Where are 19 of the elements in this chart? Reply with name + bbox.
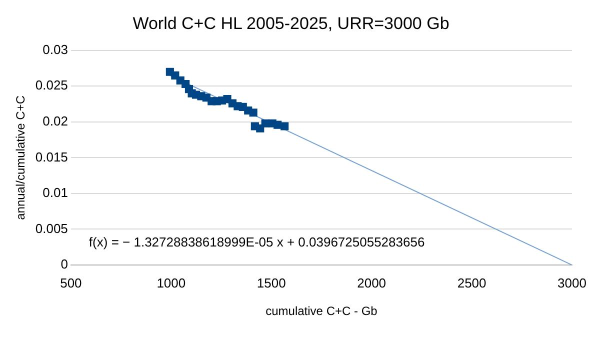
x-tick-label: 1500 xyxy=(256,275,286,290)
y-tick-label: 0.01 xyxy=(42,185,68,200)
x-tick-label: 1000 xyxy=(156,275,186,290)
y-tick-label: 0.03 xyxy=(42,42,68,57)
y-tick-label: 0.02 xyxy=(42,114,68,129)
point xyxy=(280,122,289,130)
y-axis-title: annual/cumulative C+C xyxy=(14,95,28,220)
y-tick-label: 0.025 xyxy=(35,78,68,93)
x-axis-title: cumulative C+C - Gb xyxy=(266,304,378,318)
chart-title: World C+C HL 2005-2025, URR=3000 Gb xyxy=(132,14,450,33)
point xyxy=(249,108,258,117)
x-tick-label: 500 xyxy=(60,275,82,290)
annotation: f(x) = − 1.32728838618999E-05 x + 0.0396725055283656 xyxy=(88,234,425,250)
x-tick-label: 3000 xyxy=(558,275,586,290)
x-tick-label: 2000 xyxy=(357,275,386,290)
y-tick-label: 0.015 xyxy=(35,149,68,164)
x-tick-label: 2500 xyxy=(457,275,486,290)
y-tick-label: 0 xyxy=(60,256,68,272)
y-tick-label: 0.005 xyxy=(35,220,68,236)
